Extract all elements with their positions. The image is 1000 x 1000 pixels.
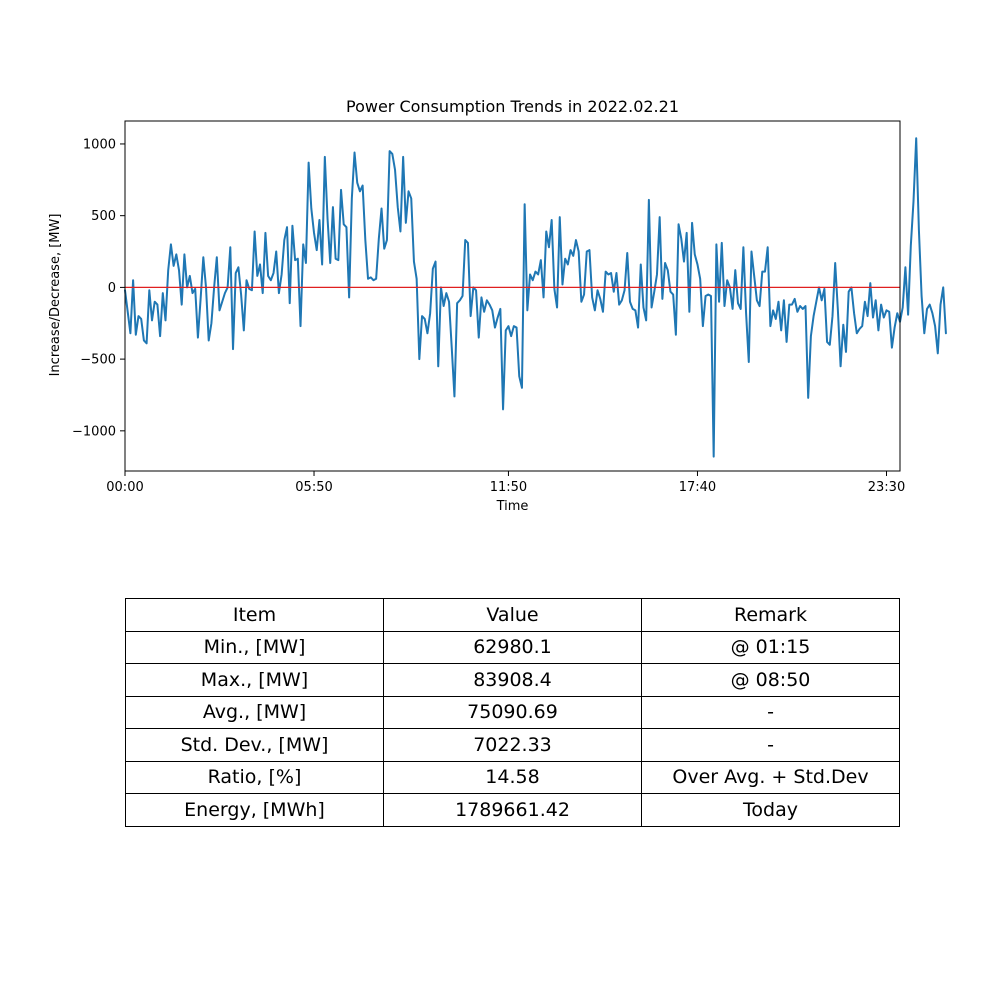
cell-item: Std. Dev., [MW] xyxy=(125,728,384,762)
cell-value: 7022.33 xyxy=(383,728,642,762)
series-line xyxy=(124,137,947,458)
power-consumption-chart: Power Consumption Trends in 2022.02.21 T… xyxy=(48,97,947,514)
cell-value: 62980.1 xyxy=(383,630,642,664)
cell-value: 83908.4 xyxy=(383,663,642,697)
statistics-table: Item Value Remark Min., [MW] 62980.1 @ 0… xyxy=(125,598,900,827)
table-row: Avg., [MW] 75090.69 - xyxy=(125,695,900,729)
cell-value: 14.58 xyxy=(383,760,642,794)
y-tick-label: 500 xyxy=(91,209,116,224)
cell-item: Min., [MW] xyxy=(125,630,384,664)
table-row: Energy, [MWh] 1789661.42 Today xyxy=(125,793,900,827)
cell-remark: @ 08:50 xyxy=(641,663,900,697)
header-value: Value xyxy=(383,598,642,632)
cell-item: Ratio, [%] xyxy=(125,760,384,794)
x-tick-label: 17:40 xyxy=(679,480,716,495)
header-remark: Remark xyxy=(641,598,900,632)
table-header-row: Item Value Remark xyxy=(125,598,900,632)
table-row: Min., [MW] 62980.1 @ 01:15 xyxy=(125,630,900,664)
y-axis-label: Increase/Decrease, [MW] xyxy=(48,214,63,377)
cell-item: Energy, [MWh] xyxy=(125,793,384,827)
header-item: Item xyxy=(125,598,384,632)
cell-value: 1789661.42 xyxy=(383,793,642,827)
cell-remark: - xyxy=(641,728,900,762)
cell-item: Avg., [MW] xyxy=(125,695,384,729)
x-tick-label: 11:50 xyxy=(490,480,527,495)
plot-frame xyxy=(124,120,901,472)
x-tick-label: 23:30 xyxy=(868,480,905,495)
chart-title: Power Consumption Trends in 2022.02.21 xyxy=(346,97,679,116)
x-axis-label: Time xyxy=(496,499,529,514)
y-tick-label: 1000 xyxy=(83,137,116,152)
cell-value: 75090.69 xyxy=(383,695,642,729)
cell-remark: Over Avg. + Std.Dev xyxy=(641,760,900,794)
table-row: Max., [MW] 83908.4 @ 08:50 xyxy=(125,663,900,697)
table-row: Ratio, [%] 14.58 Over Avg. + Std.Dev xyxy=(125,760,900,794)
cell-remark: @ 01:15 xyxy=(641,630,900,664)
y-tick-label: −1000 xyxy=(72,424,116,439)
cell-remark: - xyxy=(641,695,900,729)
y-tick-label: −500 xyxy=(80,353,116,368)
plot-area: 00:00 05:50 11:50 17:40 23:30 1000 500 0 −500 −10… xyxy=(72,120,947,495)
table-row: Std. Dev., [MW] 7022.33 - xyxy=(125,728,900,762)
x-tick-label: 05:50 xyxy=(295,480,332,495)
y-tick-label: 0 xyxy=(108,281,116,296)
x-tick-label: 00:00 xyxy=(106,480,143,495)
cell-remark: Today xyxy=(641,793,900,827)
cell-item: Max., [MW] xyxy=(125,663,384,697)
